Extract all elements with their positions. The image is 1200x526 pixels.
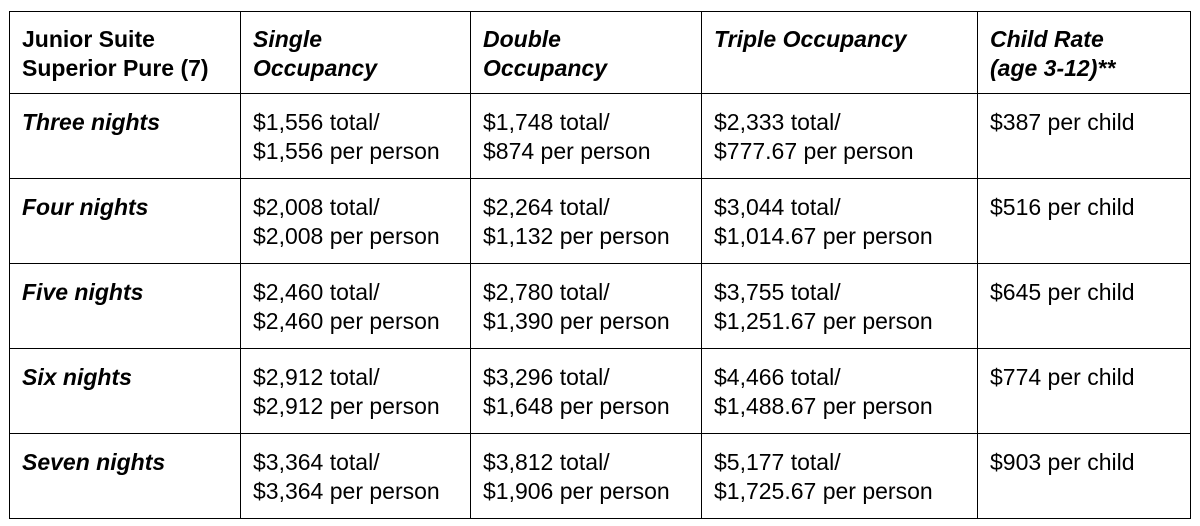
double-total: $3,296 total/ (483, 364, 610, 390)
triple-per-person: $1,725.67 per person (714, 478, 933, 504)
single-rate-cell: $2,008 total/ $2,008 per person (240, 178, 471, 264)
row-label: Three nights (22, 109, 161, 135)
single-rate-cell: $1,556 total/ $1,556 per person (240, 93, 471, 179)
header-single-line1: Single (253, 26, 323, 52)
header-triple-occupancy: Triple Occupancy (701, 11, 978, 94)
triple-per-person: $1,251.67 per person (714, 308, 933, 334)
header-row: Junior Suite Superior Pure (7) Single Oc… (9, 11, 1191, 94)
child-rate: $774 per child (990, 364, 1135, 390)
double-per-person: $1,906 per person (483, 478, 670, 504)
triple-per-person: $777.67 per person (714, 138, 914, 164)
single-rate-cell: $2,460 total/ $2,460 per person (240, 263, 471, 349)
row-label-cell: Seven nights (9, 433, 241, 519)
triple-total: $5,177 total/ (714, 449, 841, 475)
double-total: $2,780 total/ (483, 279, 610, 305)
single-total: $3,364 total/ (253, 449, 380, 475)
double-rate-cell: $1,748 total/ $874 per person (470, 93, 702, 179)
single-per-person: $2,912 per person (253, 393, 440, 419)
triple-total: $2,333 total/ (714, 109, 841, 135)
triple-total: $4,466 total/ (714, 364, 841, 390)
child-rate-cell: $903 per child (977, 433, 1191, 519)
header-room-type-line1: Junior Suite (22, 26, 155, 52)
triple-rate-cell: $4,466 total/ $1,488.67 per person (701, 348, 978, 434)
child-rate-cell: $774 per child (977, 348, 1191, 434)
row-label-cell: Three nights (9, 93, 241, 179)
single-total: $2,912 total/ (253, 364, 380, 390)
table-row: Five nights $2,460 total/ $2,460 per per… (9, 263, 1191, 349)
table-row: Four nights $2,008 total/ $2,008 per per… (9, 178, 1191, 264)
child-rate-cell: $516 per child (977, 178, 1191, 264)
double-total: $2,264 total/ (483, 194, 610, 220)
header-double-occupancy: Double Occupancy (470, 11, 702, 94)
header-single-line2: Occupancy (253, 55, 377, 81)
double-rate-cell: $2,780 total/ $1,390 per person (470, 263, 702, 349)
triple-rate-cell: $3,755 total/ $1,251.67 per person (701, 263, 978, 349)
row-label: Four nights (22, 194, 149, 220)
header-double-line2: Occupancy (483, 55, 607, 81)
triple-rate-cell: $3,044 total/ $1,014.67 per person (701, 178, 978, 264)
triple-total: $3,044 total/ (714, 194, 841, 220)
triple-rate-cell: $2,333 total/ $777.67 per person (701, 93, 978, 179)
row-label-cell: Five nights (9, 263, 241, 349)
double-per-person: $1,390 per person (483, 308, 670, 334)
triple-per-person: $1,488.67 per person (714, 393, 933, 419)
single-total: $2,460 total/ (253, 279, 380, 305)
header-child-rate: Child Rate (age 3-12)** (977, 11, 1191, 94)
row-label-cell: Four nights (9, 178, 241, 264)
single-rate-cell: $3,364 total/ $3,364 per person (240, 433, 471, 519)
child-rate: $387 per child (990, 109, 1135, 135)
child-rate: $903 per child (990, 449, 1135, 475)
double-rate-cell: $3,812 total/ $1,906 per person (470, 433, 702, 519)
single-per-person: $3,364 per person (253, 478, 440, 504)
header-double-line1: Double (483, 26, 561, 52)
table-row: Three nights $1,556 total/ $1,556 per pe… (9, 93, 1191, 179)
double-per-person: $874 per person (483, 138, 651, 164)
child-rate: $645 per child (990, 279, 1135, 305)
child-rate-cell: $645 per child (977, 263, 1191, 349)
row-label: Five nights (22, 279, 144, 305)
double-per-person: $1,132 per person (483, 223, 670, 249)
header-child-line2: (age 3-12)** (990, 55, 1116, 81)
single-total: $2,008 total/ (253, 194, 380, 220)
header-triple-line1: Triple Occupancy (714, 26, 907, 52)
table-row: Seven nights $3,364 total/ $3,364 per pe… (9, 433, 1191, 519)
header-room-type-line2: Superior Pure (7) (22, 55, 209, 81)
header-room-type: Junior Suite Superior Pure (7) (9, 11, 241, 94)
table-row: Six nights $2,912 total/ $2,912 per pers… (9, 348, 1191, 434)
single-per-person: $1,556 per person (253, 138, 440, 164)
double-total: $1,748 total/ (483, 109, 610, 135)
single-per-person: $2,460 per person (253, 308, 440, 334)
triple-total: $3,755 total/ (714, 279, 841, 305)
triple-per-person: $1,014.67 per person (714, 223, 933, 249)
single-rate-cell: $2,912 total/ $2,912 per person (240, 348, 471, 434)
double-rate-cell: $2,264 total/ $1,132 per person (470, 178, 702, 264)
double-per-person: $1,648 per person (483, 393, 670, 419)
row-label: Seven nights (22, 449, 166, 475)
single-per-person: $2,008 per person (253, 223, 440, 249)
double-total: $3,812 total/ (483, 449, 610, 475)
row-label-cell: Six nights (9, 348, 241, 434)
triple-rate-cell: $5,177 total/ $1,725.67 per person (701, 433, 978, 519)
single-total: $1,556 total/ (253, 109, 380, 135)
child-rate: $516 per child (990, 194, 1135, 220)
header-single-occupancy: Single Occupancy (240, 11, 471, 94)
double-rate-cell: $3,296 total/ $1,648 per person (470, 348, 702, 434)
header-child-line1: Child Rate (990, 26, 1104, 52)
row-label: Six nights (22, 364, 132, 390)
child-rate-cell: $387 per child (977, 93, 1191, 179)
rates-table: Junior Suite Superior Pure (7) Single Oc… (9, 11, 1191, 519)
